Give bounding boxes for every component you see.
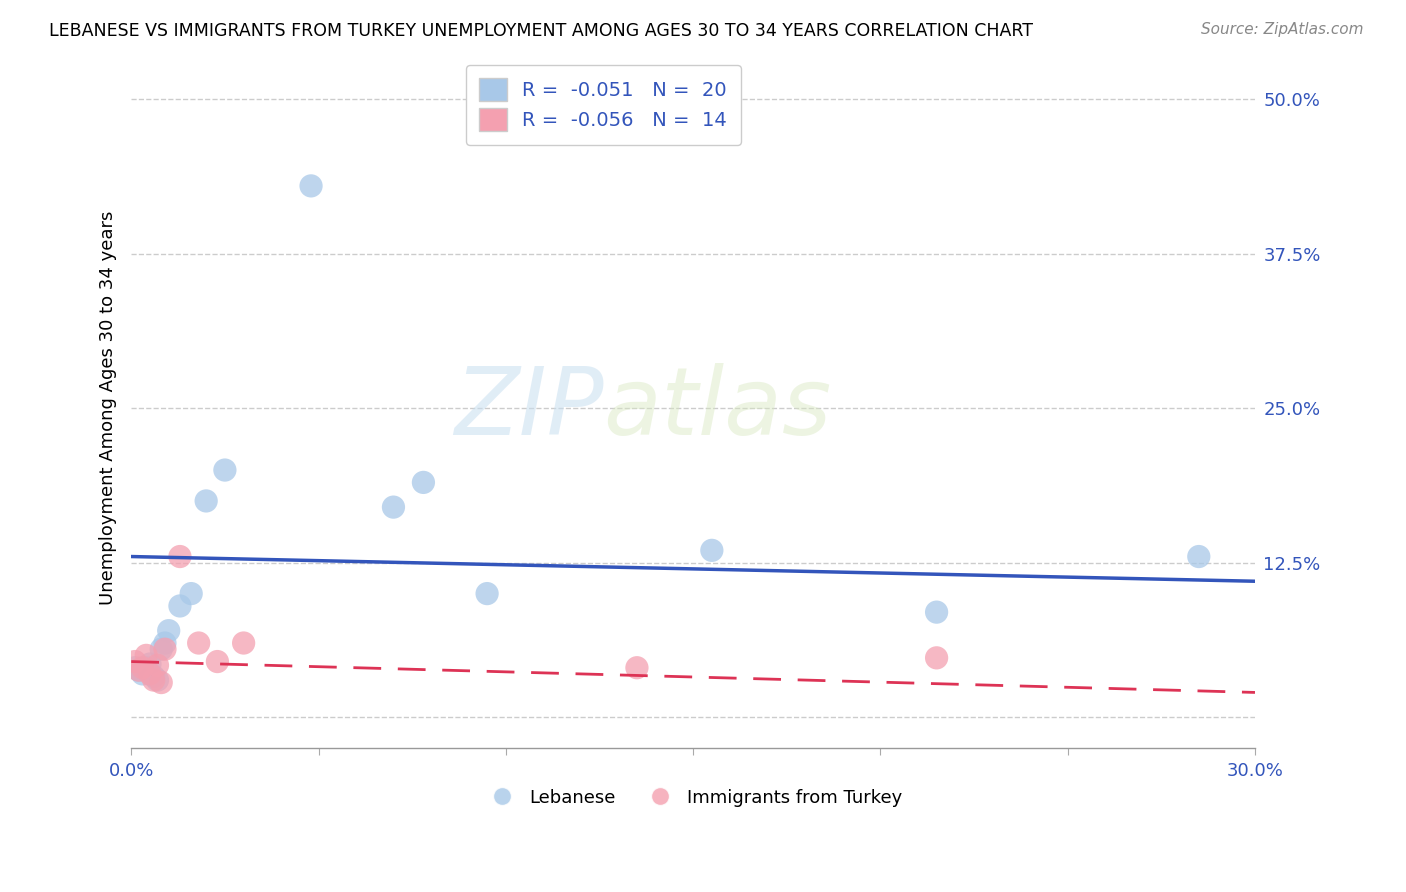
- Point: [131, 661, 153, 675]
- Text: Source: ZipAtlas.com: Source: ZipAtlas.com: [1201, 22, 1364, 37]
- Point: [187, 636, 209, 650]
- Legend: Lebanese, Immigrants from Turkey: Lebanese, Immigrants from Turkey: [477, 781, 910, 814]
- Point: [169, 549, 191, 564]
- Point: [139, 667, 162, 681]
- Point: [195, 494, 218, 508]
- Point: [700, 543, 723, 558]
- Text: LEBANESE VS IMMIGRANTS FROM TURKEY UNEMPLOYMENT AMONG AGES 30 TO 34 YEARS CORREL: LEBANESE VS IMMIGRANTS FROM TURKEY UNEMP…: [49, 22, 1033, 40]
- Point: [169, 599, 191, 613]
- Point: [135, 648, 157, 663]
- Point: [142, 673, 165, 687]
- Point: [180, 586, 202, 600]
- Point: [299, 178, 322, 193]
- Point: [124, 661, 146, 675]
- Point: [150, 675, 173, 690]
- Point: [475, 586, 498, 600]
- Point: [128, 663, 150, 677]
- Point: [626, 661, 648, 675]
- Point: [150, 642, 173, 657]
- Point: [207, 655, 229, 669]
- Point: [142, 669, 165, 683]
- Point: [139, 657, 162, 671]
- Point: [153, 636, 176, 650]
- Y-axis label: Unemployment Among Ages 30 to 34 years: Unemployment Among Ages 30 to 34 years: [100, 211, 117, 606]
- Point: [131, 667, 153, 681]
- Point: [382, 500, 405, 515]
- Point: [157, 624, 180, 638]
- Text: ZIP: ZIP: [454, 363, 603, 454]
- Point: [214, 463, 236, 477]
- Point: [146, 673, 169, 687]
- Point: [128, 663, 150, 677]
- Point: [925, 605, 948, 619]
- Point: [124, 655, 146, 669]
- Text: atlas: atlas: [603, 363, 831, 454]
- Point: [135, 661, 157, 675]
- Point: [925, 650, 948, 665]
- Point: [146, 658, 169, 673]
- Point: [1188, 549, 1211, 564]
- Point: [232, 636, 254, 650]
- Point: [412, 475, 434, 490]
- Point: [153, 642, 176, 657]
